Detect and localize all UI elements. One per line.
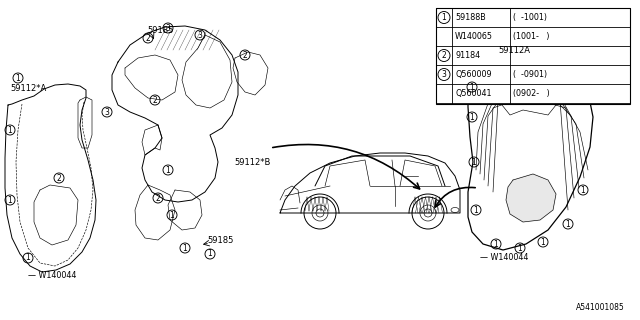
Text: 91184: 91184 <box>455 51 480 60</box>
Text: 2: 2 <box>56 173 61 182</box>
Text: 1: 1 <box>474 205 478 214</box>
Text: W140065: W140065 <box>455 32 493 41</box>
Polygon shape <box>112 26 238 202</box>
Polygon shape <box>5 84 96 272</box>
Text: 1: 1 <box>8 196 12 204</box>
Text: A541001085: A541001085 <box>576 303 625 312</box>
Text: — W140044: — W140044 <box>28 270 76 279</box>
Text: 59185: 59185 <box>207 236 234 244</box>
Text: 1: 1 <box>493 239 499 249</box>
Text: 1: 1 <box>8 125 12 134</box>
Text: 3: 3 <box>166 23 170 33</box>
Text: 1: 1 <box>472 157 476 166</box>
Text: 59112A: 59112A <box>498 45 530 54</box>
Text: 59185: 59185 <box>147 26 173 35</box>
Text: 3: 3 <box>198 30 202 39</box>
Text: — W140044: — W140044 <box>480 253 529 262</box>
Text: Q560041: Q560041 <box>455 89 492 98</box>
Bar <box>436 8 630 104</box>
Text: 2: 2 <box>156 194 161 203</box>
Text: 2: 2 <box>442 51 446 60</box>
Text: 1: 1 <box>470 83 474 92</box>
Text: 1: 1 <box>166 165 170 174</box>
Text: 3: 3 <box>442 70 447 79</box>
Text: 59112*A: 59112*A <box>10 84 46 92</box>
Text: 1: 1 <box>566 220 570 228</box>
Text: (  -0901): ( -0901) <box>513 70 547 79</box>
Text: Q560009: Q560009 <box>455 70 492 79</box>
Text: 2: 2 <box>152 95 157 105</box>
Text: 59188B: 59188B <box>455 13 486 22</box>
Text: 1: 1 <box>207 250 212 259</box>
Text: 1: 1 <box>470 113 474 122</box>
Polygon shape <box>280 153 460 213</box>
Text: 2: 2 <box>146 34 150 43</box>
Polygon shape <box>468 59 593 250</box>
Text: 1: 1 <box>15 74 20 83</box>
Text: 3: 3 <box>104 108 109 116</box>
Text: 1: 1 <box>26 253 30 262</box>
Text: (1001-   ): (1001- ) <box>513 32 550 41</box>
Text: 1: 1 <box>442 13 446 22</box>
Text: 2: 2 <box>243 51 248 60</box>
Polygon shape <box>506 174 556 222</box>
Text: 1: 1 <box>541 237 545 246</box>
Text: 1: 1 <box>182 244 188 252</box>
Text: 1: 1 <box>518 244 522 252</box>
Text: 1: 1 <box>170 211 174 220</box>
Text: 1: 1 <box>580 186 586 195</box>
Text: 59112*B: 59112*B <box>234 157 270 166</box>
Text: (0902-   ): (0902- ) <box>513 89 550 98</box>
Text: (  -1001): ( -1001) <box>513 13 547 22</box>
